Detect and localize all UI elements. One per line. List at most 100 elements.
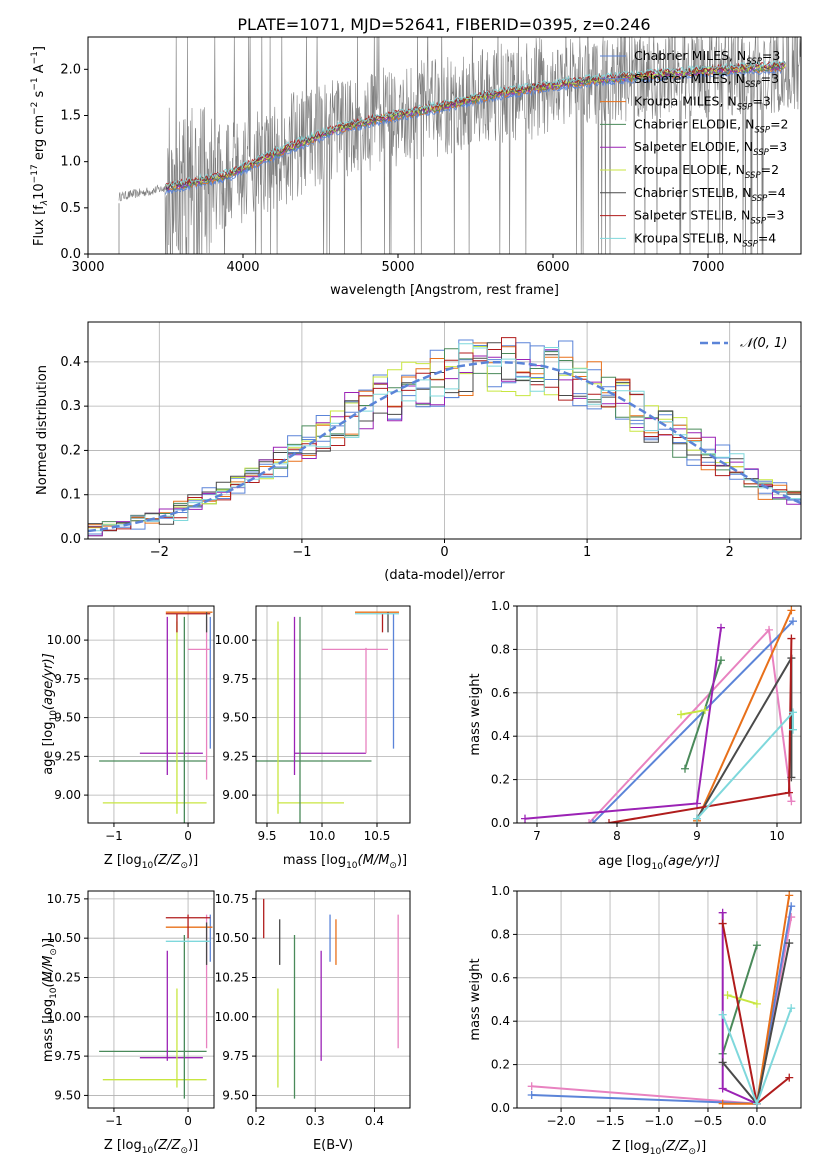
x-tick-label: 4000 [226, 260, 259, 275]
axes-frame [516, 890, 802, 1109]
y-tick-label: 9.75 [222, 672, 249, 686]
label-part: mass [log [41, 999, 56, 1062]
label-part: Salpeter ELODIE, N [634, 139, 753, 154]
histograms [88, 337, 801, 539]
label-part: =4 [758, 230, 776, 245]
histogram-steps [88, 337, 801, 539]
model-fit-line [165, 60, 786, 187]
y-tick-label: 0.5 [60, 201, 81, 216]
errorbars [99, 611, 213, 823]
x-tick-label: 9 [693, 829, 701, 843]
weight-vs-z-panel: −2.0 −1.5 −1.0 −0.5 0.0 0.0 0.2 0.4 0.6 0.8 1.0 mas… [468, 884, 802, 1157]
y-tick-label: 0.1 [60, 488, 81, 503]
errorbars [99, 914, 213, 1099]
x-tick-label: 10.5 [364, 829, 391, 843]
weight-vs-age-panel: 7 8 9 10 0.0 0.2 0.4 0.6 0.8 1.0 mass weight age [l… [468, 599, 802, 872]
weight-series-line [680, 709, 706, 716]
label-part: (age/yr)] [663, 854, 720, 869]
y-tick-label: 0.2 [491, 1058, 510, 1072]
label-part: Kroupa MILES, N [634, 94, 737, 109]
residuals-xlabel: (data-model)/error [384, 568, 505, 583]
y-tick-label: 10.75 [215, 892, 249, 906]
spectrum-panel: 3000 4000 5000 6000 7000 0.0 0.5 1.0 1.5 2.0 Chabr… [30, 36, 802, 298]
x-tick-label: 7 [533, 829, 541, 843]
weight-marker [701, 706, 709, 715]
weight-lines [521, 606, 797, 823]
weight-marker [718, 1084, 727, 1093]
weight-marker [789, 708, 797, 717]
weight-marker [787, 1004, 796, 1013]
label-part: SSP [754, 125, 770, 135]
y-tick-label: 0.3 [60, 399, 81, 414]
label-part: 10 [142, 1146, 154, 1156]
weight-p-wAge-ylabel: mass weight [468, 673, 483, 755]
weight-marker [693, 814, 701, 823]
legend-label: Kroupa STELIB, NSSP=4 [634, 230, 776, 249]
label-part: SSP [752, 194, 768, 204]
mass-ebv-xlabel: E(B-V) [313, 1138, 353, 1153]
x-tick-label: 0.2 [246, 1114, 265, 1128]
label-part: ⊙ [389, 861, 397, 871]
x-tick-label: 0 [184, 829, 192, 843]
label-part: =3 [769, 139, 787, 154]
weight-marker [785, 939, 794, 948]
legend-label: Salpeter MILES, NSSP=3 [634, 71, 779, 90]
weight-marker [718, 1010, 727, 1019]
weight-marker [718, 919, 727, 928]
weight-series-line [696, 709, 794, 820]
y-tick-label: 9.50 [222, 711, 249, 725]
y-tick-label: 9.25 [54, 749, 81, 763]
label-part: (Z/Z [661, 1139, 689, 1154]
y-tick-label: 9.50 [54, 1088, 81, 1102]
weight-series-line [722, 895, 791, 1105]
weight-series-line [608, 638, 793, 823]
label-part: =3 [766, 208, 784, 223]
weight-marker [787, 797, 796, 806]
weight-p-wAge-xlabel: age [log10(age/yr)] [598, 854, 720, 872]
label-part: =4 [767, 185, 785, 200]
label-part: 10 [651, 862, 663, 872]
weight-series-line [592, 620, 794, 823]
legend-label: Kroupa MILES, NSSP=3 [634, 94, 771, 113]
label-part: 10 [142, 861, 154, 871]
age-mass-xlabel: mass [log10(M/M⊙)] [283, 853, 407, 871]
mass-z-xlabel: Z [log10(Z/Z⊙)] [104, 1138, 198, 1156]
label-part: )] [41, 938, 56, 948]
label-part: mass weight [468, 958, 483, 1040]
label-part: −2 [30, 102, 40, 115]
weight-marker [527, 1090, 536, 1099]
weight-marker [765, 625, 773, 634]
legend-label: Salpeter ELODIE, NSSP=3 [634, 139, 787, 158]
axes-frame [87, 321, 802, 540]
label-part: 10 [346, 861, 358, 871]
label-part: Chabrier ELODIE, N [634, 116, 754, 131]
label-part: =2 [770, 116, 788, 131]
label-part: 10 [32, 183, 47, 200]
weight-marker [752, 1099, 761, 1108]
y-tick-label: 0.8 [491, 642, 510, 656]
x-tick-label: 10.0 [309, 829, 336, 843]
label-part: )] [188, 1138, 198, 1153]
weight-marker [527, 1082, 536, 1091]
label-part: Salpeter MILES, N [634, 71, 745, 86]
weight-marker [723, 991, 732, 1000]
weight-marker [605, 819, 613, 823]
weight-marker [789, 725, 797, 734]
mass-z-ylabel: mass [log10(M/M⊙)] [41, 938, 59, 1062]
x-tick-label: 6000 [536, 260, 569, 275]
x-tick-label: 0.3 [306, 1114, 325, 1128]
label-part: 10 [49, 710, 59, 722]
weight-marker [693, 799, 701, 808]
y-tick-label: 0.8 [491, 927, 510, 941]
x-tick-label: 0 [440, 545, 448, 560]
label-part: −17 [30, 164, 40, 183]
label-part: Z [log [104, 1138, 142, 1153]
weight-marker [585, 819, 593, 823]
weight-marker [785, 891, 794, 900]
weight-marker [718, 908, 727, 917]
label-part: Chabrier STELIB, N [634, 185, 752, 200]
label-part: 10 [650, 1147, 662, 1157]
y-tick-label: 9.75 [54, 1049, 81, 1063]
y-tick-label: 1.0 [60, 155, 81, 170]
